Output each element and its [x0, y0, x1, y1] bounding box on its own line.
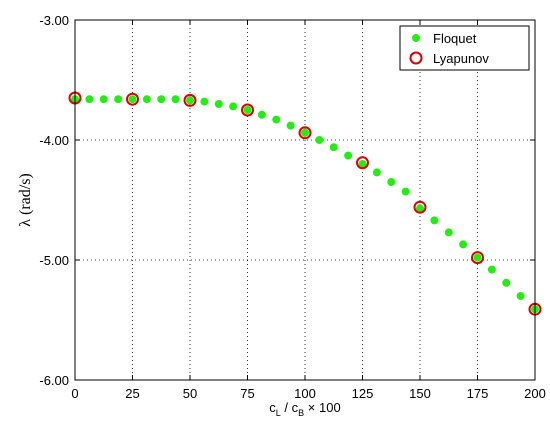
x-tick-label: 75: [240, 386, 254, 401]
floquet-point: [430, 216, 439, 225]
floquet-point: [487, 265, 496, 274]
lyapunov-point: [241, 103, 254, 117]
floquet-point: [315, 136, 324, 144]
y-tick-label: -5.00: [39, 253, 69, 268]
x-tick-label: 25: [125, 386, 139, 401]
x-tick-label: 150: [409, 386, 431, 401]
y-tick-label: -3.00: [39, 13, 69, 28]
legend-box: [399, 25, 530, 71]
x-tick-label: 100: [294, 386, 316, 401]
lyapunov-point: [356, 156, 369, 170]
floquet-point: [128, 95, 137, 104]
axis-ticks: 0 25 50 75 100 125 150 175 200 -3.00 -4.00 -5.00 -6.…: [39, 13, 545, 401]
legend: Floquet Lyapunov: [399, 25, 530, 71]
floquet-point: [243, 106, 252, 114]
floquet-point: [142, 95, 151, 104]
floquet-point: [516, 292, 525, 300]
floquet-point: [444, 228, 453, 237]
x-tick-label: 50: [183, 386, 197, 401]
legend-lyapunov-label: Lyapunov: [433, 51, 489, 66]
x-tick-label: 125: [352, 386, 374, 401]
y-axis-label: λ (rad/s): [17, 173, 34, 227]
grid-lines: [75, 20, 535, 380]
floquet-point: [459, 240, 468, 249]
y-tick-label: -4.00: [39, 133, 69, 148]
floquet-point: [200, 97, 209, 106]
lyapunov-point: [298, 126, 312, 140]
floquet-point: [473, 253, 482, 262]
floquet-point: [157, 95, 166, 104]
x-axis-label: cL / cB × 100: [269, 400, 340, 418]
lyapunov-point: [471, 251, 484, 265]
floquet-point: [229, 102, 238, 111]
legend-floquet-label: Floquet: [433, 31, 477, 46]
floquet-point: [372, 168, 381, 177]
floquet-point: [257, 110, 266, 119]
x-tick-label: 200: [524, 386, 546, 401]
data-points: [68, 91, 542, 316]
floquet-point: [401, 187, 410, 196]
floquet-point: [387, 178, 396, 186]
lyapunov-point: [126, 92, 139, 106]
floquet-point: [358, 160, 367, 168]
floquet-point: [186, 96, 194, 105]
floquet-point: [85, 95, 94, 104]
lyapunov-point: [413, 200, 427, 214]
lyapunov-point: [183, 93, 197, 107]
floquet-point: [329, 143, 338, 152]
floquet-point: [416, 204, 424, 213]
floquet-point: [344, 151, 353, 160]
y-tick-label: -6.00: [39, 373, 69, 388]
floquet-point: [301, 128, 309, 137]
floquet-point: [286, 121, 295, 130]
x-tick-label: 0: [71, 386, 78, 401]
floquet-point: [99, 95, 108, 104]
floquet-point: [114, 95, 123, 104]
floquet-point: [272, 115, 281, 124]
legend-lyapunov-marker: [409, 51, 423, 65]
floquet-point: [502, 278, 511, 287]
floquet-point: [214, 100, 223, 108]
floquet-point: [171, 95, 180, 104]
x-tick-label: 175: [467, 386, 489, 401]
legend-floquet-marker: [412, 34, 420, 42]
